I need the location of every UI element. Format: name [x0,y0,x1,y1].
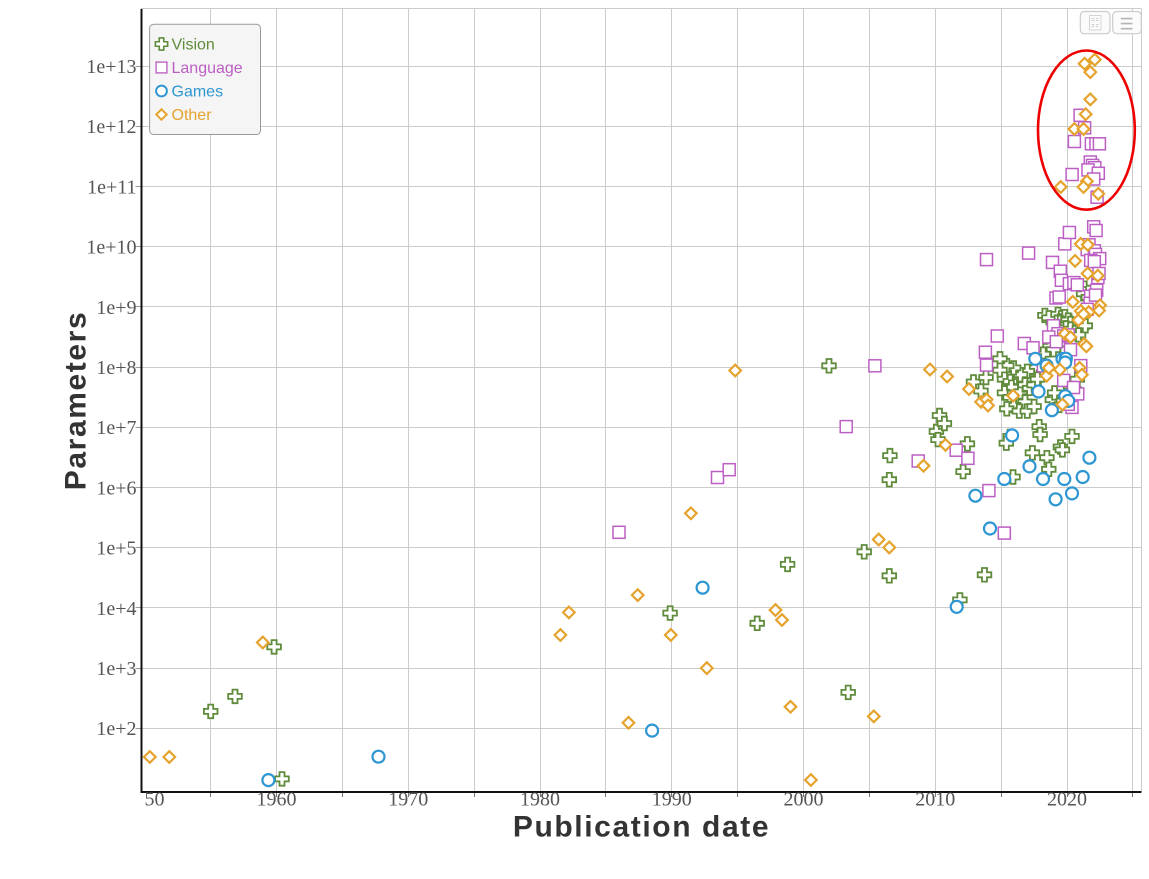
svg-text:Vision: Vision [172,37,215,54]
svg-text:2010: 2010 [915,789,955,811]
svg-text:1e+7: 1e+7 [96,417,136,439]
svg-text:50: 50 [145,789,165,811]
svg-text:Other: Other [172,107,213,124]
svg-text:Games: Games [172,84,224,101]
svg-text:1960: 1960 [257,789,297,811]
svg-text:Parameters: Parameters [60,311,93,490]
svg-text:Publication date: Publication date [513,811,770,844]
svg-text:1980: 1980 [520,789,560,811]
svg-text:1e+5: 1e+5 [96,538,136,560]
svg-text:1e+10: 1e+10 [86,237,136,259]
svg-text:1e+13: 1e+13 [86,56,136,78]
svg-text:1e+8: 1e+8 [96,357,136,379]
svg-text:Language: Language [172,60,243,77]
svg-text:1e+12: 1e+12 [86,116,136,138]
svg-text:1e+9: 1e+9 [96,297,136,319]
svg-text:1e+2: 1e+2 [96,718,136,740]
svg-text:2000: 2000 [784,789,824,811]
svg-text:1e+3: 1e+3 [96,658,136,680]
svg-text:2020: 2020 [1047,789,1087,811]
svg-text:1e+11: 1e+11 [87,176,136,198]
svg-text:1990: 1990 [652,789,692,811]
svg-text:1e+6: 1e+6 [96,477,136,499]
svg-text:1e+4: 1e+4 [96,598,136,620]
svg-text:1970: 1970 [388,789,428,811]
